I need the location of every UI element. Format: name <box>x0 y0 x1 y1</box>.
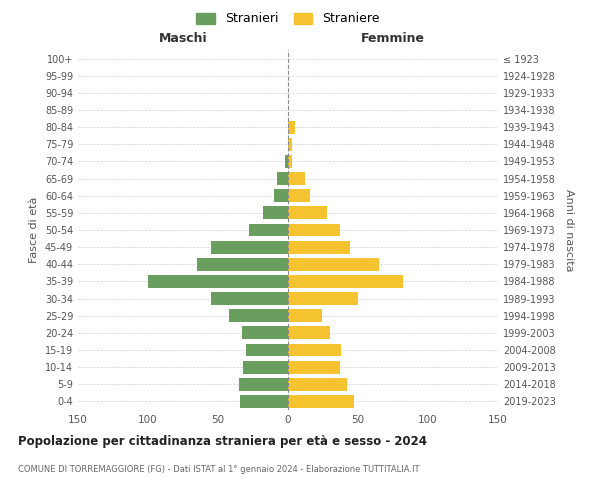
Text: COMUNE DI TORREMAGGIORE (FG) - Dati ISTAT al 1° gennaio 2024 - Elaborazione TUTT: COMUNE DI TORREMAGGIORE (FG) - Dati ISTA… <box>18 465 419 474</box>
Bar <box>246 344 288 356</box>
Bar <box>274 190 288 202</box>
Bar <box>197 258 288 270</box>
Bar <box>288 258 379 270</box>
Y-axis label: Fasce di età: Fasce di età <box>29 197 39 263</box>
Text: Maschi: Maschi <box>158 32 208 45</box>
Legend: Stranieri, Straniere: Stranieri, Straniere <box>193 8 383 29</box>
Bar <box>288 138 292 150</box>
Bar <box>288 120 295 134</box>
Bar <box>288 360 340 374</box>
Bar <box>288 310 322 322</box>
Bar <box>288 275 403 288</box>
Text: Popolazione per cittadinanza straniera per età e sesso - 2024: Popolazione per cittadinanza straniera p… <box>18 435 427 448</box>
Bar <box>239 378 288 390</box>
Bar <box>288 206 327 220</box>
Bar <box>277 172 288 185</box>
Bar <box>288 344 341 356</box>
Text: Femmine: Femmine <box>361 32 425 45</box>
Bar <box>241 395 288 408</box>
Bar <box>288 378 347 390</box>
Bar <box>288 326 330 340</box>
Bar <box>288 292 358 305</box>
Bar <box>249 224 288 236</box>
Bar <box>288 190 310 202</box>
Y-axis label: Anni di nascita: Anni di nascita <box>564 188 574 271</box>
Bar <box>211 240 288 254</box>
Bar <box>263 206 288 220</box>
Bar <box>288 172 305 185</box>
Bar <box>243 360 288 374</box>
Bar <box>288 155 292 168</box>
Bar <box>288 224 340 236</box>
Bar <box>211 292 288 305</box>
Bar <box>229 310 288 322</box>
Bar <box>288 395 354 408</box>
Bar <box>288 240 350 254</box>
Bar <box>242 326 288 340</box>
Bar <box>285 155 288 168</box>
Bar <box>148 275 288 288</box>
